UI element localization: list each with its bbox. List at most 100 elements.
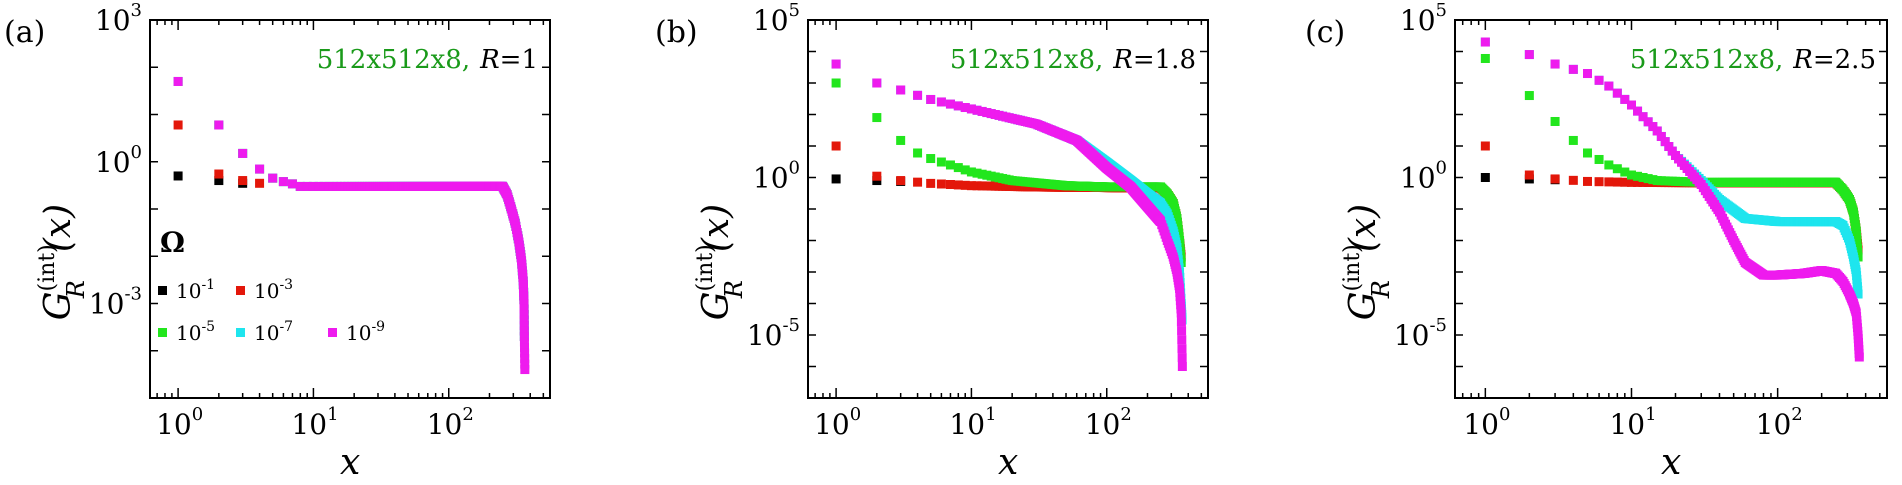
data-point [1664,142,1674,152]
data-point [519,304,529,314]
data-point [520,354,530,364]
data-point [1612,164,1622,174]
data-point [1568,175,1578,185]
data-point [295,181,305,191]
data-point [966,181,976,191]
data-point [255,164,265,174]
legend: Ω 10-1 10-3 10-5 10-7 10-9 [158,226,385,345]
data-point [1594,154,1604,164]
data-point [214,120,224,130]
data-point [519,321,529,331]
data-point [953,101,963,111]
data-point [972,168,982,178]
data-point [1633,177,1643,187]
data-point [913,177,923,187]
data-point [1620,94,1630,104]
panel-b: 100 101 102 105 100 10-5 (b) 512x512x8, R=1.8 G(i… [655,0,1209,483]
data-point [831,174,841,184]
y-axis-label: G(int)R(x) [35,204,90,320]
y-tick-label: 105 [753,0,800,37]
data-point [520,359,530,369]
data-point [1524,50,1534,60]
data-point [173,120,183,130]
legend-label: 10-1 [176,277,215,303]
data-point [977,169,987,179]
y-tick-label: 10-3 [89,284,142,321]
x-axis-label: x [1661,442,1681,483]
data-point [1550,174,1560,184]
data-point [1582,69,1592,79]
data-point [1480,141,1490,151]
data-point [520,348,530,358]
data-point [1480,37,1490,47]
panel-a: 100 101 102 103 100 10-3 (a) 512x512x8, R=1 G(int… [4,0,551,483]
data-point [953,163,963,173]
data-point [1626,170,1636,180]
x-tick-label: 101 [1609,404,1656,441]
data-point [1638,173,1648,182]
legend-label: 10-9 [346,319,385,345]
data-point [936,157,946,167]
data-point [1612,177,1622,187]
data-point [519,315,529,325]
system-annotation: 512x512x8, R=2.5 [1630,45,1876,75]
data-point [926,178,936,188]
data-point [319,181,329,191]
data-point [1177,326,1187,336]
data-point [1643,117,1653,127]
data-point [1620,167,1630,177]
data-point [966,167,976,177]
data-point [238,148,248,158]
data-point [1176,317,1186,327]
data-point [1854,352,1864,362]
panel-c: 100 101 102 105 100 10-5 (c) 512x512x8, R=2.5 G(i… [1305,0,1888,483]
data-point [977,181,987,191]
data-point [831,141,841,151]
data-point [214,176,224,186]
legend-marker [236,286,245,295]
data-point [519,299,529,308]
data-point [1633,106,1643,116]
data-point [1550,59,1560,69]
plot-frame [1454,19,1888,399]
data-point [1604,177,1614,187]
data-point [896,135,906,145]
data-point [966,104,976,114]
data-point [314,181,324,191]
data-point [913,148,923,158]
data-point [960,103,970,113]
data-point [308,181,318,191]
y-tick-label: 103 [95,0,142,37]
data-point [945,180,955,190]
data-point [1568,64,1578,74]
data-point [1480,53,1490,63]
data-point [1594,75,1604,85]
legend-label: 10-7 [254,319,293,345]
data-point [1652,126,1662,136]
data-point [214,169,224,179]
data-point [872,113,882,123]
system-annotation: 512x512x8, R=1 [317,45,538,75]
data-point [945,160,955,170]
data-point [872,171,882,181]
x-tick-label: 100 [1463,404,1510,441]
data-point [1594,177,1604,187]
y-tick-label: 100 [753,158,800,195]
panel-label: (c) [1305,15,1345,50]
y-axis-label: G(int)R(x) [1340,204,1395,320]
data-point [1582,148,1592,158]
data-point [1612,88,1622,98]
legend-label: 10-5 [176,319,215,345]
data-point [972,105,982,115]
data-point [1643,174,1653,184]
data-point [519,310,529,320]
data-point [1582,176,1592,186]
data-point [913,90,923,100]
legend-label: 10-3 [254,277,293,303]
data-point [1638,177,1648,187]
data-point [1177,362,1187,371]
data-point [926,94,936,104]
y-axis-label: G(int)R(x) [693,204,748,320]
data-point [1480,173,1490,182]
data-point [1620,177,1630,187]
